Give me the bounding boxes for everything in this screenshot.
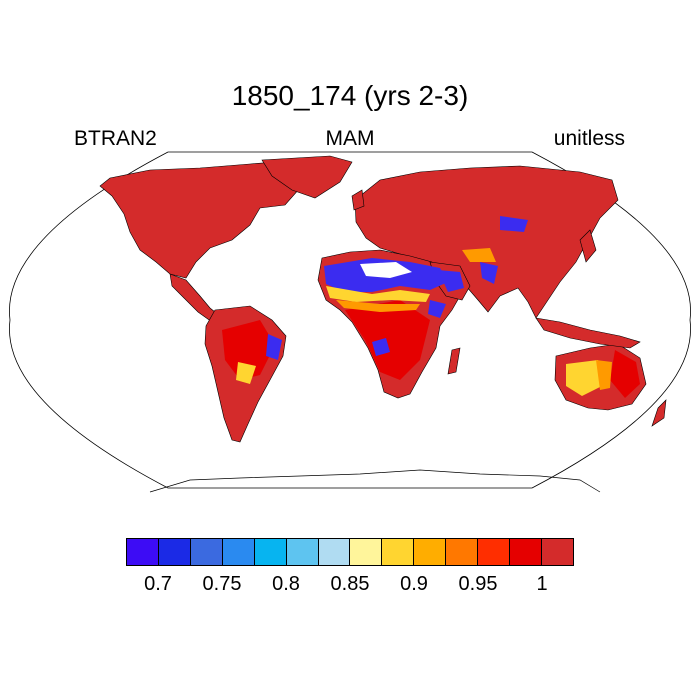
- east-africa-dry: [428, 300, 446, 318]
- kalahari-dry: [372, 338, 390, 356]
- colorbar-swatch: [127, 539, 159, 565]
- colorbar-swatch: [350, 539, 383, 565]
- colorbar-tick-label: 1: [536, 573, 548, 595]
- colorbar-swatch: [478, 539, 511, 565]
- colorbar-swatch: [414, 539, 447, 565]
- british-isles: [351, 189, 365, 211]
- variable-label: BTRAN2: [74, 127, 157, 150]
- colorbar-tick-label: 0.95: [458, 573, 498, 595]
- colorbar-swatch: [158, 539, 191, 565]
- season-label: MAM: [325, 127, 375, 150]
- colorbar-tick-label: 0.9: [400, 573, 428, 595]
- brazil-dry: [266, 334, 282, 360]
- colorbar: [126, 538, 574, 566]
- colorbar-tick-label: 0.75: [202, 573, 242, 595]
- plot-title: 1850_174 (yrs 2-3): [231, 80, 469, 111]
- colorbar-swatch: [541, 539, 573, 565]
- indonesia: [535, 317, 641, 349]
- africa-deep: [345, 300, 430, 380]
- colorbar-swatch: [446, 539, 479, 565]
- high-value-patches: [222, 300, 640, 398]
- japan: [579, 229, 597, 263]
- arabia-dry: [438, 270, 464, 292]
- sahara-blank: [360, 262, 412, 278]
- colorbar-swatch: [510, 539, 542, 565]
- southamerica-deep: [222, 320, 275, 380]
- asia-dry: [500, 216, 528, 232]
- units-label: unitless: [553, 127, 625, 150]
- colorbar-swatch: [318, 539, 351, 565]
- antarctica-coast: [149, 469, 601, 493]
- colorbar-tick-label: 0.85: [330, 573, 370, 595]
- colorbar-tick-label: 0.8: [272, 573, 300, 595]
- australia-deep: [610, 350, 640, 398]
- colorbar-swatch: [190, 539, 223, 565]
- colorbar-tick-label: 0.7: [144, 573, 172, 595]
- colorbar-swatch: [286, 539, 319, 565]
- colorbar-swatch: [382, 539, 415, 565]
- colorbar-swatch: [222, 539, 255, 565]
- new-zealand: [651, 399, 667, 427]
- india-dry: [480, 262, 498, 284]
- colorbar-swatch: [254, 539, 287, 565]
- transition-regions: [236, 248, 612, 396]
- madagascar: [447, 347, 461, 375]
- greenland: [261, 155, 353, 199]
